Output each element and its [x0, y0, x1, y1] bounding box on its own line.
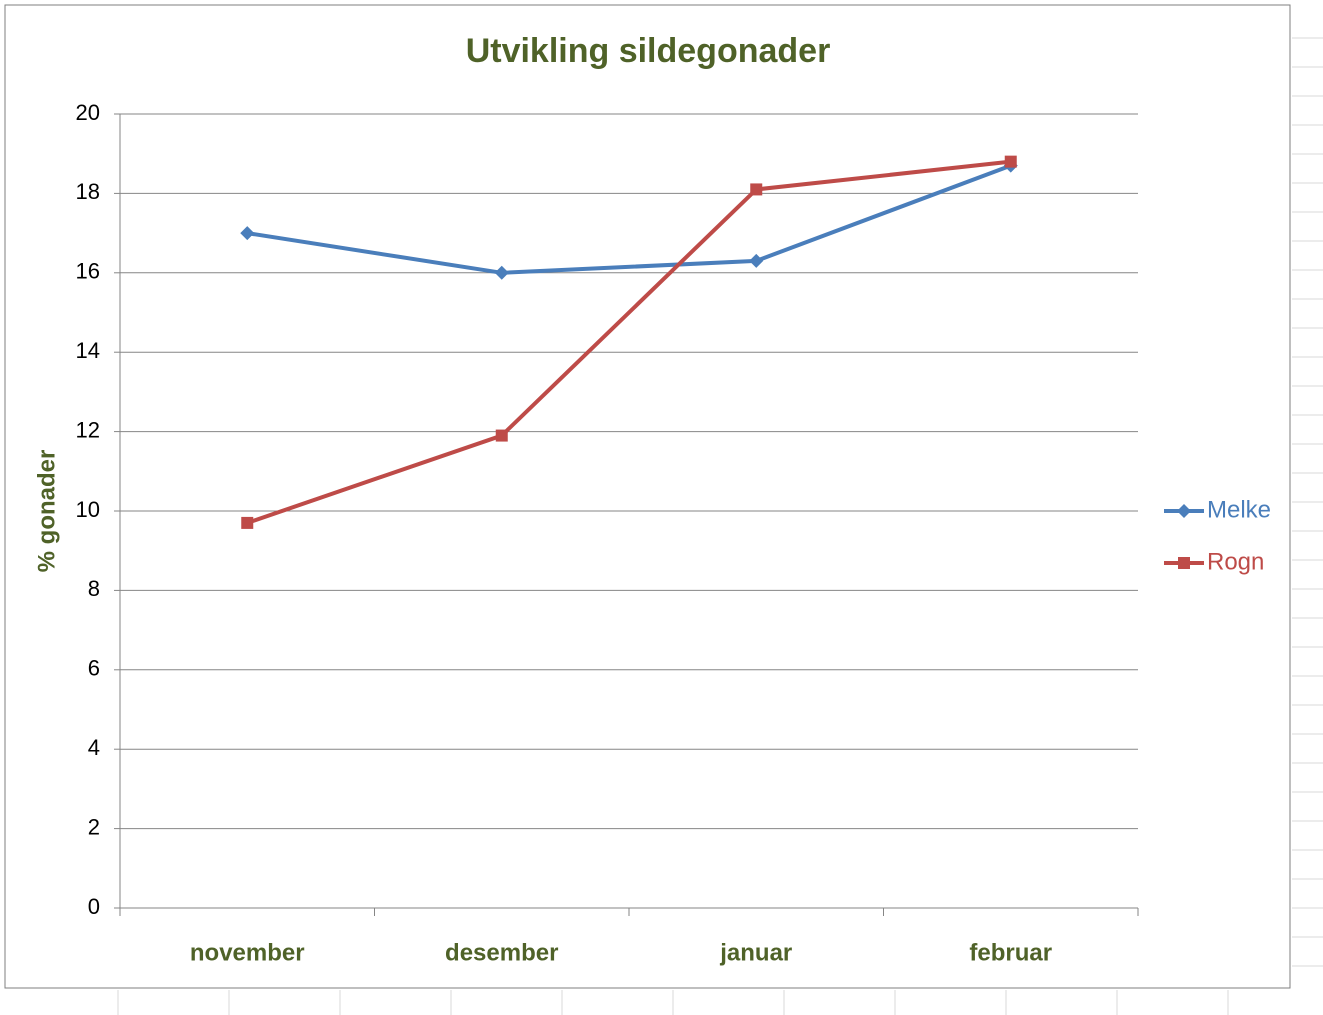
- marker: [240, 226, 255, 241]
- marker: [495, 429, 508, 442]
- marker: [1178, 557, 1190, 569]
- x-tick-label: desember: [445, 939, 558, 966]
- y-tick-label: 16: [76, 259, 100, 284]
- y-tick-label: 10: [76, 497, 100, 522]
- marker: [494, 265, 509, 280]
- x-tick-label: februar: [969, 939, 1052, 966]
- y-tick-label: 8: [88, 576, 100, 601]
- chart-title: Utvikling sildegonader: [466, 32, 831, 70]
- marker: [1177, 504, 1191, 518]
- series-line: [246, 159, 1011, 525]
- y-tick-label: 20: [76, 100, 100, 125]
- chart-area: [4, 4, 1291, 989]
- marker: [749, 253, 764, 268]
- marker: [1004, 155, 1017, 168]
- x-tick-label: januar: [719, 939, 792, 966]
- spreadsheet-grid: [117, 37, 1323, 1015]
- y-tick-label: 0: [88, 894, 100, 919]
- y-tick-label: 2: [88, 814, 100, 839]
- y-tick-label: 14: [76, 338, 100, 363]
- y-tick-label: 6: [88, 656, 100, 681]
- y-tick-label: 18: [76, 179, 100, 204]
- legend-label: Melke: [1207, 496, 1271, 523]
- marker: [750, 183, 763, 196]
- y-tick-label: 12: [76, 417, 100, 442]
- y-tick-label: 4: [88, 735, 100, 760]
- x-tick-label: november: [190, 939, 305, 966]
- y-axis-label: % gonader: [33, 450, 60, 573]
- marker: [241, 516, 254, 529]
- legend-label: Rogn: [1207, 548, 1264, 575]
- series-line: [246, 163, 1012, 275]
